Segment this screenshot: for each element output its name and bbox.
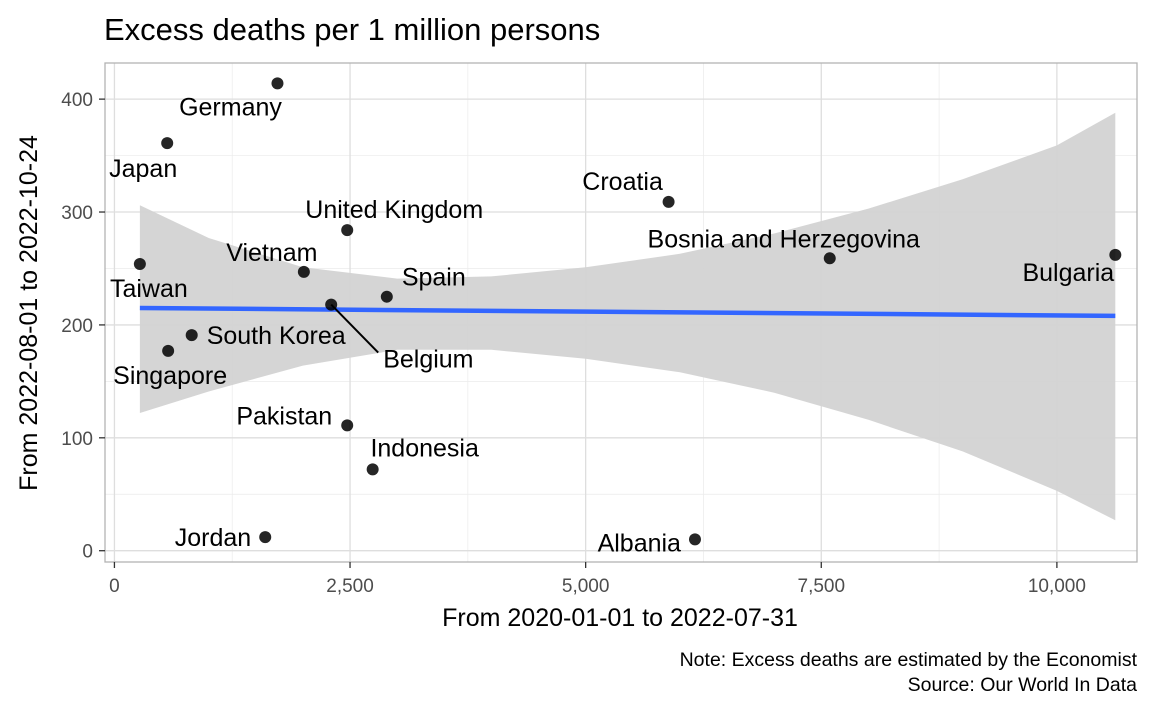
point-label: United Kingdom bbox=[305, 196, 483, 224]
plot-panel: Germany Japan Croatia United Kingdom Bulgari… bbox=[104, 62, 1138, 563]
label-leader-line bbox=[330, 303, 379, 354]
point-label: Vietnam bbox=[226, 239, 317, 267]
point-label: Bosnia and Herzegovina bbox=[648, 225, 920, 253]
panel-border bbox=[104, 62, 1138, 563]
point-label: Japan bbox=[109, 155, 177, 183]
trend-line bbox=[139, 305, 1116, 319]
footer-note: Note: Excess deaths are estimated by the… bbox=[680, 649, 1138, 671]
y-axis: 0 100 200 300 400 bbox=[61, 90, 105, 563]
y-axis-title: From 2022-08-01 to 2022-10-24 bbox=[15, 135, 43, 491]
point-label: Bulgaria bbox=[1022, 259, 1114, 287]
point-label: Indonesia bbox=[370, 434, 479, 462]
y-tick-label: 100 bbox=[61, 429, 93, 450]
data-point bbox=[380, 290, 393, 303]
x-tick-label: 7,500 bbox=[798, 576, 846, 597]
data-point bbox=[341, 419, 354, 432]
x-axis: 0 2,500 5,000 7,500 10,000 bbox=[109, 562, 1086, 597]
footer-source: Source: Our World In Data bbox=[908, 674, 1138, 696]
point-label: Pakistan bbox=[236, 402, 332, 430]
data-point bbox=[341, 224, 354, 237]
chart-title: Excess deaths per 1 million persons bbox=[104, 12, 600, 47]
point-label: Albania bbox=[598, 529, 681, 557]
data-point bbox=[185, 329, 198, 342]
data-point bbox=[161, 137, 174, 150]
data-point bbox=[366, 463, 379, 476]
x-axis-title: From 2020-01-01 to 2022-07-31 bbox=[442, 604, 798, 632]
x-tick-label: 5,000 bbox=[562, 576, 610, 597]
data-point bbox=[259, 531, 272, 544]
y-tick-label: 200 bbox=[61, 316, 93, 337]
data-point bbox=[133, 257, 146, 270]
x-tick-label: 2,500 bbox=[326, 576, 374, 597]
point-label: Spain bbox=[402, 264, 466, 292]
y-tick-label: 400 bbox=[61, 90, 93, 111]
y-tick-label: 300 bbox=[61, 203, 93, 224]
point-label: South Korea bbox=[207, 322, 346, 350]
data-point bbox=[662, 195, 675, 208]
data-point bbox=[297, 265, 310, 278]
confidence-band bbox=[139, 112, 1116, 521]
point-label: Jordan bbox=[175, 524, 251, 552]
data-point bbox=[1109, 248, 1122, 261]
point-label: Belgium bbox=[383, 346, 473, 374]
x-tick-label: 10,000 bbox=[1028, 576, 1086, 597]
point-label: Croatia bbox=[582, 168, 663, 196]
point-label: Singapore bbox=[113, 362, 227, 390]
data-point bbox=[325, 298, 338, 311]
data-point bbox=[823, 252, 836, 265]
x-tick-label: 0 bbox=[109, 576, 120, 597]
y-tick-label: 0 bbox=[82, 542, 93, 563]
data-point bbox=[688, 533, 701, 546]
data-point bbox=[271, 77, 284, 90]
point-label: Germany bbox=[179, 93, 282, 121]
point-label: Taiwan bbox=[110, 275, 188, 303]
data-point bbox=[162, 344, 175, 357]
